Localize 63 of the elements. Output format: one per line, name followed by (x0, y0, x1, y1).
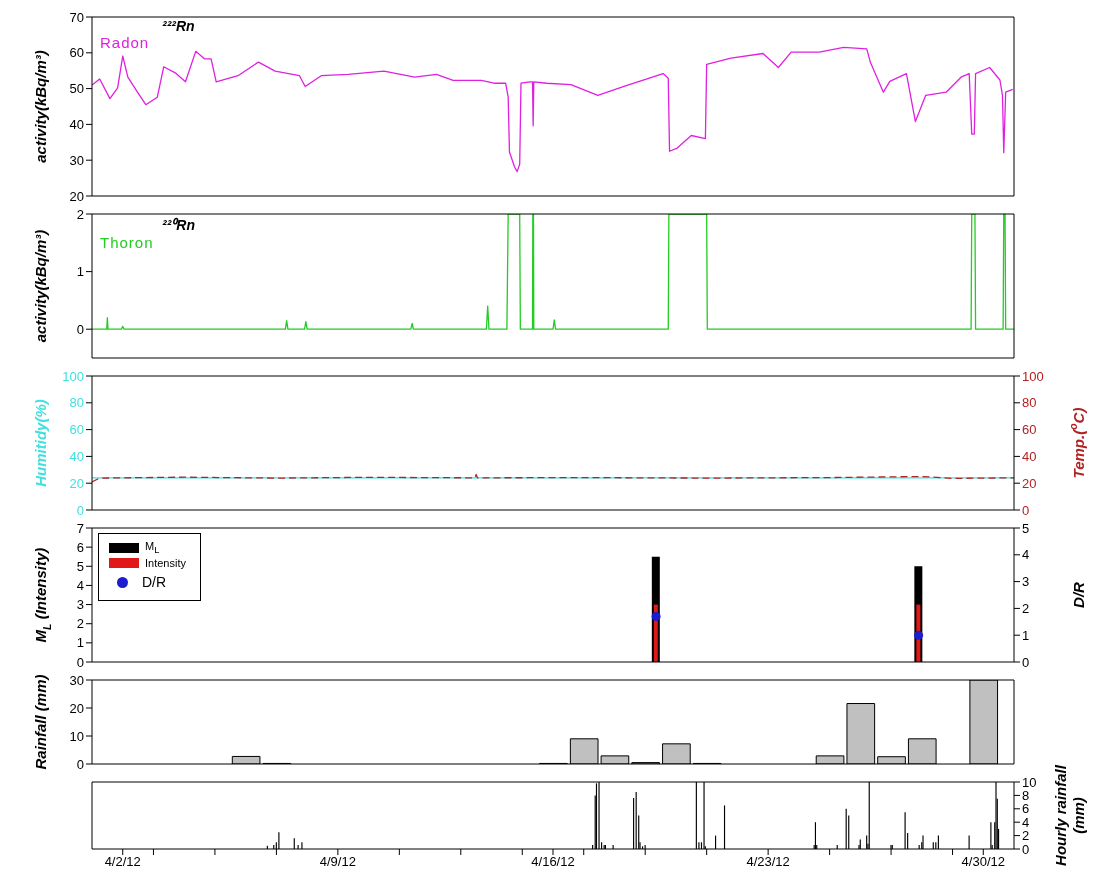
y-tick-label: 60 (69, 45, 84, 61)
y-tick-label: 0 (76, 321, 84, 337)
legend-label: M$_{L}$ (145, 539, 160, 556)
y2-tick-label: 80 (1022, 395, 1037, 411)
x-tick-label: 4/9/12 (319, 854, 356, 870)
y-tick-label: 70 (69, 9, 84, 25)
y-tick-label: 0 (76, 502, 84, 518)
y-tick-label: 2 (76, 616, 84, 632)
text: Thoron (100, 234, 155, 251)
y-tick-label: 1 (76, 264, 84, 280)
y-tick-label: 40 (69, 449, 84, 465)
y2-tick-label: 8 (1022, 788, 1030, 804)
annotation: ²²²Rn (162, 18, 195, 34)
y-tick-label: 20 (69, 700, 84, 716)
x-tick-label: 4/16/12 (531, 854, 575, 870)
y2-tick-label: 5 (1022, 520, 1030, 536)
y-tick-label: 100 (62, 368, 84, 384)
annotation: ²²⁰Rn (162, 216, 195, 234)
y-tick-label: 0 (76, 654, 84, 670)
y-tick-label: 40 (69, 117, 84, 133)
y2-tick-label: 6 (1022, 801, 1030, 817)
y-tick-label: 50 (69, 81, 84, 97)
y2-tick-label: 2 (1022, 828, 1030, 844)
legend-label: D/R (142, 574, 167, 590)
y2-tick-label: 20 (1022, 475, 1037, 491)
x-tick-label: 4/23/12 (746, 854, 790, 870)
y2-tick-label: 2 (1022, 601, 1030, 617)
y2-tick-label: 3 (1022, 574, 1030, 590)
y-tick-label: 7 (76, 520, 84, 536)
y-tick-label: 4 (76, 578, 84, 594)
y2-tick-label: 4 (1022, 547, 1030, 563)
legend-label: Intensity (145, 556, 186, 569)
y2-tick-label: 0 (1022, 654, 1030, 670)
y2-tick-label: 40 (1022, 449, 1037, 465)
y-tick-label: 5 (76, 558, 84, 574)
x-tick-label: 4/30/12 (961, 854, 1005, 870)
series-label: Radon (100, 34, 151, 51)
y-tick-label: 30 (69, 152, 84, 168)
y-axis-title: activity(kBq/m³) (31, 50, 49, 163)
y-tick-label: 20 (69, 475, 84, 491)
y2-tick-label: 10 (1022, 774, 1037, 790)
y-tick-label: 20 (69, 188, 84, 204)
y2-tick-label: 60 (1022, 422, 1037, 438)
y-axis-title: Humitidy(%) (31, 399, 49, 487)
y-tick-label: 30 (69, 672, 84, 688)
y-tick-label: 60 (69, 422, 84, 438)
y-tick-label: 2 (76, 206, 84, 222)
y2-tick-label: 0 (1022, 841, 1030, 857)
y-tick-label: 10 (69, 728, 84, 744)
y2-tick-label: 0 (1022, 502, 1030, 518)
y-tick-label: 6 (76, 539, 84, 555)
x-tick-label: 4/2/12 (104, 854, 141, 870)
y2-axis-title: Hourly rainfall (mm) (1051, 764, 1087, 866)
y-tick-label: 0 (76, 756, 84, 772)
y-tick-label: 1 (76, 635, 84, 651)
y2-axis-title: D/R (1069, 581, 1087, 608)
y2-tick-label: 1 (1022, 627, 1030, 643)
y2-tick-label: 4 (1022, 814, 1030, 830)
y-axis-title: activity(kBq/m³) (31, 229, 49, 343)
y-tick-label: 3 (76, 597, 84, 613)
y-tick-label: 80 (69, 395, 84, 411)
y2-tick-label: 100 (1022, 368, 1044, 384)
y-axis-title: Rainfall (mm) (31, 674, 49, 770)
